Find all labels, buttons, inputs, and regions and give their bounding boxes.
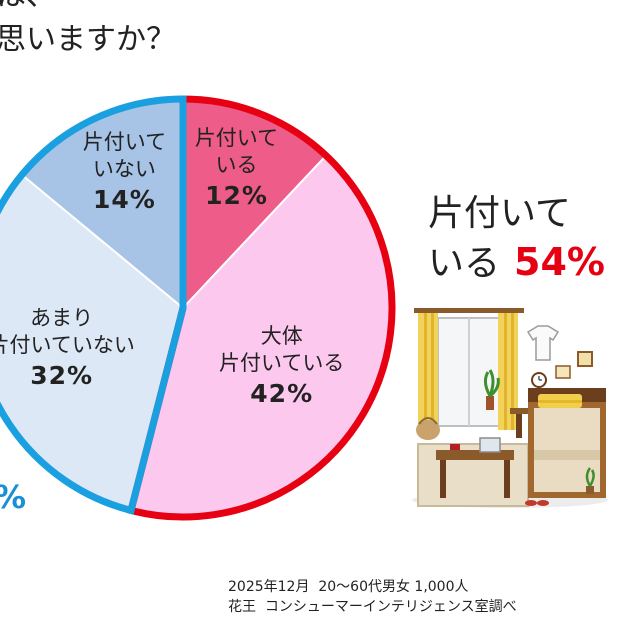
slice-label-4: 片付いて いない 14% bbox=[83, 129, 166, 213]
title-line-2: 思いますか？ bbox=[0, 22, 176, 57]
pie-slice-2 bbox=[128, 151, 397, 522]
slice-label-2: 大体 片付いている 42% bbox=[219, 323, 344, 407]
group-outline-1 bbox=[126, 95, 396, 521]
slice-category-text: 片付いて いる bbox=[194, 126, 279, 178]
title-line-1: は、 bbox=[0, 0, 176, 18]
pie-slice-4 bbox=[17, 93, 184, 311]
pie-slice-3 bbox=[0, 170, 185, 516]
source-note: 2025年12月 20〜60代男女 1,000人 花王 コンシューマーインテリジ… bbox=[228, 577, 517, 617]
source-line-2: 花王 コンシューマーインテリジェンス室調べ bbox=[228, 599, 517, 615]
slice-percentage-text: 42% bbox=[250, 379, 314, 409]
slice-percentage-text: 12% bbox=[205, 181, 268, 211]
summary-label-line-2: いる bbox=[428, 243, 501, 284]
chart-title: は、思いますか？ bbox=[0, 0, 176, 62]
slice-percentage-text: 32% bbox=[30, 361, 94, 391]
pie-group-outlines bbox=[0, 95, 396, 521]
slice-category-text: 片付いて いない bbox=[82, 129, 167, 181]
summary-label-line-1: 片付いて bbox=[428, 193, 571, 234]
summary-percentage: 54% bbox=[514, 240, 605, 284]
slice-label-3: あまり 片付いていない 32% bbox=[0, 305, 135, 389]
slice-category-text: 大体 片付いている bbox=[219, 324, 345, 376]
slice-label-1: 片付いて いる 12% bbox=[195, 125, 278, 209]
source-line-1: 2025年12月 20〜60代男女 1,000人 bbox=[228, 579, 469, 595]
tidy-room-icon bbox=[412, 308, 608, 508]
group-outline-2 bbox=[0, 95, 187, 515]
pie-slice-1 bbox=[182, 93, 331, 311]
slice-category-text: あまり 片付いていない bbox=[0, 306, 135, 358]
pie-slices bbox=[0, 93, 397, 522]
slice-percentage-text: 14% bbox=[93, 184, 156, 214]
summary-callout: 片付いて いる 54% bbox=[428, 190, 605, 288]
left-group-percentage: % bbox=[0, 478, 26, 516]
